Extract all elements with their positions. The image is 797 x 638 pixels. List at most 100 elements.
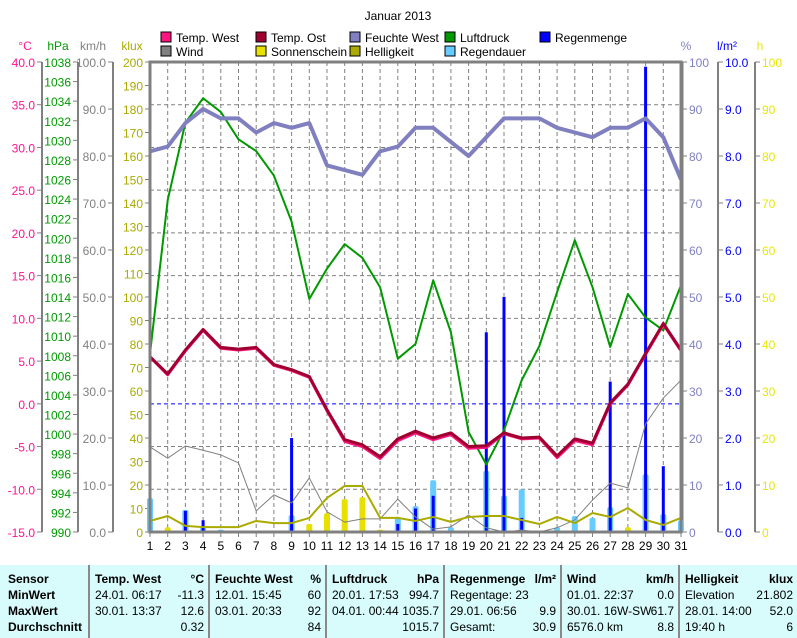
stats-cell-value: 21.802 — [756, 588, 793, 602]
x-tick-label: 29 — [639, 539, 653, 553]
temp-ost-line — [148, 321, 683, 459]
stats-cell-value: 1035.7 — [402, 604, 439, 618]
axis-tick-label-pressure: 1020 — [44, 232, 71, 246]
x-tick-label: 24 — [550, 539, 564, 553]
axis-tick-label-brightness: 70 — [130, 362, 144, 376]
axis-tick-label-sun: 50 — [762, 291, 776, 305]
axis-tick-label-pressure: 1010 — [44, 330, 71, 344]
x-tick-label: 3 — [182, 539, 189, 553]
axis-tick-label-brightness: 90 — [130, 315, 144, 329]
axis-tick-label-sun: 90 — [762, 103, 776, 117]
stats-cell-label: 28.01. 14:00 — [685, 604, 752, 618]
axis-tick-label-brightness: 40 — [130, 432, 144, 446]
x-tick-label: 2 — [164, 539, 171, 553]
axis-tick-label-pressure: 994 — [51, 487, 71, 501]
stats-column-feuchte-west: Feuchte West% 12.01. 15:45 60 03.01. 20:33 9… — [208, 565, 325, 638]
axis-tick-label-pressure: 1028 — [44, 154, 71, 168]
axis-tick-label-pressure: 1026 — [44, 174, 71, 188]
stats-cell-label: 19:40 h — [685, 620, 726, 634]
axis-tick-label-rain: 7.0 — [725, 197, 742, 211]
rain-bar — [183, 510, 187, 532]
axis-tick-label-humidity: 70 — [689, 197, 703, 211]
legend-swatch — [160, 31, 172, 43]
x-tick-label: 12 — [338, 539, 352, 553]
stats-cell-label: 29.01. 06:56 — [450, 604, 517, 618]
axis-tick-label-wind: 90.0 — [83, 103, 107, 117]
axis-tick-label-pressure: 1004 — [44, 389, 71, 403]
axis-tick-label-pressure: 1038 — [44, 56, 71, 70]
stats-header-feuchte-west: Feuchte West — [215, 572, 293, 586]
axis-tick-label-wind: 20.0 — [83, 432, 107, 446]
stats-cell-label: 01.01. 22:37 — [567, 588, 634, 602]
axis-tick-label-humidity: 40 — [689, 338, 703, 352]
x-tick-label: 10 — [303, 539, 317, 553]
legend-label: Luftdruck — [460, 31, 510, 45]
axis-tick-label-brightness: 60 — [130, 385, 144, 399]
rain-duration-bar — [589, 517, 596, 532]
axis-tick-label-humidity: 80 — [689, 150, 703, 164]
stats-header-wind: Wind — [567, 572, 597, 586]
x-tick-label: 23 — [533, 539, 547, 553]
axis-tick-label-pressure: 1008 — [44, 350, 71, 364]
stats-cell-label: 30.01. 13:37 — [95, 604, 162, 618]
axis-tick-label-pressure: 1022 — [44, 213, 71, 227]
axis-tick-label-temp: 15.0 — [12, 270, 36, 284]
legend-label: Temp. Ost — [271, 31, 326, 45]
axis-unit-rain: l/m² — [717, 39, 737, 53]
axis-tick-label-rain: 2.0 — [725, 432, 742, 446]
axis-tick-label-sun: 60 — [762, 244, 776, 258]
axis-tick-label-brightness: 80 — [130, 338, 144, 352]
axis-tick-label-brightness: 160 — [123, 150, 143, 164]
axis-tick-label-brightness: 190 — [123, 80, 143, 94]
axis-tick-label-temp: -10.0 — [8, 483, 36, 497]
axis-tick-label-pressure: 1018 — [44, 252, 71, 266]
axis-tick-label-brightness: 180 — [123, 103, 143, 117]
axis-tick-label-pressure: 1014 — [44, 291, 71, 305]
axis-tick-label-brightness: 110 — [124, 268, 143, 282]
stats-cell-label: 20.01. 17:53 — [332, 588, 399, 602]
x-tick-label: 25 — [568, 539, 582, 553]
stats-cell-value: 6 — [786, 620, 793, 634]
x-tick-label: 18 — [444, 539, 458, 553]
stats-unit-feuchte-west: % — [310, 572, 321, 586]
axis-tick-label-pressure: 1036 — [44, 76, 71, 90]
axis-tick-label-brightness: 140 — [123, 197, 143, 211]
plot-frame — [148, 60, 683, 534]
stats-unit-regenmenge: l/m² — [534, 572, 556, 586]
legend-label: Feuchte West — [365, 31, 439, 45]
stats-header-temp-west: Temp. West — [95, 572, 162, 586]
x-tick-label: 19 — [462, 539, 476, 553]
axis-tick-label-rain: 9.0 — [725, 103, 742, 117]
stats-cell-value: 994.7 — [408, 588, 439, 602]
axis-tick-label-humidity: 10 — [689, 479, 703, 493]
axis-tick-label-rain: 1.0 — [725, 479, 742, 493]
stats-column-wind: Wind km/h 01.01. 22:37 0.0 30.01. 16W-SW 61.7… — [560, 565, 678, 638]
axis-unit-humidity: % — [681, 39, 692, 53]
axis-tick-label-temp: -5.0 — [14, 441, 35, 455]
stats-cell-value: 0.0 — [657, 588, 674, 602]
axis-tick-label-wind: 30.0 — [83, 385, 107, 399]
sunshine-bar — [324, 513, 330, 532]
legend-label: Regendauer — [460, 45, 526, 59]
sunshine-bar — [359, 497, 366, 532]
axis-tick-label-brightness: 10 — [130, 503, 144, 517]
stats-cell-label: 6576.0 km — [567, 620, 624, 634]
x-tick-label: 16 — [409, 539, 423, 553]
x-tick-label: 15 — [391, 539, 405, 553]
x-tick-label: 26 — [586, 539, 600, 553]
axis-tick-label-brightness: 100 — [123, 291, 143, 305]
legend-swatch — [255, 31, 267, 43]
stats-cell-value: 61.7 — [650, 604, 674, 618]
x-tick-label: 7 — [253, 539, 260, 553]
stats-column-temp-west: Temp. West °C 24.01. 06:17 -11.3 30.01. 13:3… — [88, 565, 208, 638]
stats-header-luftdruck: Luftdruck — [332, 572, 388, 586]
axis-tick-label-humidity: 50 — [689, 291, 703, 305]
stats-cell-value: 52.0 — [769, 604, 793, 618]
row-label-min: MinWert — [8, 588, 56, 602]
axis-unit-sun: h — [757, 39, 764, 53]
stats-unit-wind: km/h — [645, 572, 674, 586]
row-label-max: MaxWert — [8, 604, 58, 618]
stats-cell-value: 30.9 — [532, 620, 556, 634]
axis-tick-label-pressure: 1016 — [44, 271, 71, 285]
axis-tick-label-sun: 10 — [762, 479, 776, 493]
